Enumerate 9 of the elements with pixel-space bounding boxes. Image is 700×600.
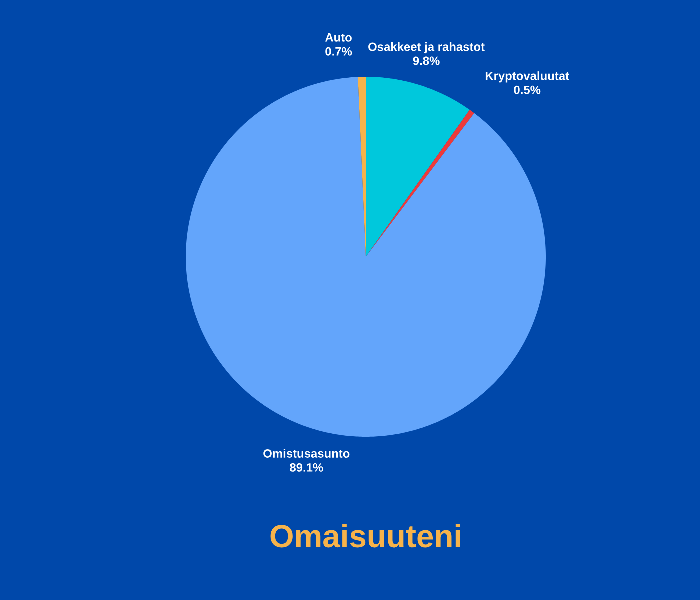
data-label: 89.1% [290,463,324,472]
slice-label: Omistusasunto [264,449,350,458]
text: Omaisuuteni [270,524,460,548]
slice-label: Auto [325,34,352,42]
slice-label: Kryptovaluutat [486,72,570,83]
slice-label: Osakkeet ja rahastot [368,42,485,54]
data-label: 0.7% [326,47,352,56]
data-label: 0.5% [514,86,541,94]
data-label: 9.8% [413,56,440,66]
